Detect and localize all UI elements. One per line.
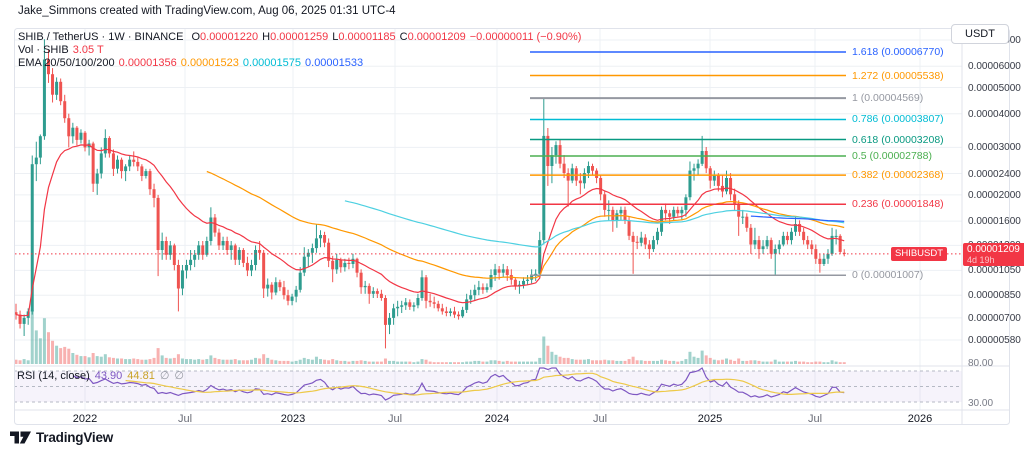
ema-label[interactable]: EMA 20/50/100/200 — [18, 57, 115, 69]
ohlc-low-value: 0.00001185 — [338, 31, 396, 43]
fib-level-label: 0.786 (0.00003807) — [852, 113, 944, 126]
chart-legend: SHIB / TetherUS · 1W · BINANCE O0.0000122… — [18, 31, 585, 70]
candles — [14, 39, 846, 349]
ema-200-line — [750, 215, 845, 222]
time-axis-tick: 2025 — [697, 413, 723, 425]
tradingview-logo-text: TradingView — [36, 430, 114, 445]
ema-20-line — [15, 144, 845, 317]
rsi-empty-icon: ∅ — [174, 370, 184, 382]
chart-frame — [14, 28, 1010, 425]
symbol-legend-row[interactable]: SHIB / TetherUS · 1W · BINANCE O0.0000122… — [18, 31, 585, 44]
price-axis-tick: 0.00002400 — [968, 168, 1021, 180]
last-price-value: 0.00001209 — [967, 244, 1020, 255]
ohlc-close-label: C — [399, 31, 408, 43]
ohlc-low-label: L — [332, 31, 339, 43]
price-axis-tick: 0.00000850 — [968, 290, 1021, 302]
rsi-ma-line — [125, 372, 845, 396]
time-axis-tick: Jul — [592, 413, 608, 425]
ohlc-close-value: 0.00001209 — [407, 31, 466, 43]
time-axis-tick: 2023 — [280, 413, 306, 425]
ohlc-open-value: 0.00001220 — [200, 31, 259, 43]
fib-level-label: 0 (0.00001007) — [852, 269, 924, 282]
volume-bars — [14, 310, 846, 364]
rsi-ma-value: 44.81 — [127, 370, 155, 382]
price-axis-tick: 0.00001050 — [968, 265, 1021, 277]
fib-level-label: 0.5 (0.00002788) — [852, 149, 932, 162]
rsi-axis-tick: 30.00 — [968, 398, 994, 409]
price-axis-tick: 0.00002000 — [968, 189, 1021, 201]
price-axis-tick: 0.00000580 — [968, 334, 1021, 346]
ema100-value: 0.00001575 — [242, 57, 302, 69]
volume-legend-row[interactable]: Vol · SHIB 3.05 T — [18, 44, 585, 57]
last-price-badge: 0.00001209 4d 19h — [963, 243, 1024, 266]
ema-50-line — [206, 170, 845, 279]
time-axis-tick: Jul — [807, 413, 823, 425]
change-value: −0.00000011 (−0.90%) — [469, 31, 582, 43]
rsi-empty-icon: ∅ — [159, 370, 170, 382]
fib-level-label: 0.618 (0.00003208) — [852, 133, 944, 146]
volume-value: 3.05 T — [72, 44, 104, 56]
currency-toggle-button[interactable]: USDT — [951, 24, 1009, 44]
time-axis-tick: 2026 — [907, 413, 933, 425]
ema-100-line — [344, 200, 845, 248]
tradingview-logo[interactable]: TradingView — [10, 430, 113, 445]
time-axis-tick: 2022 — [72, 413, 98, 425]
price-axis-tick: 0.00001600 — [968, 216, 1021, 228]
rsi-legend-row[interactable]: RSI (14, close) 43.90 44.81 ∅ ∅ — [17, 369, 189, 382]
price-axis-tick: 0.00004000 — [968, 108, 1021, 120]
snapshot-credit: Jake_Simmons created with TradingView.co… — [18, 5, 396, 17]
fib-level-label: 0.382 (0.00002368) — [852, 169, 944, 182]
rsi-label[interactable]: RSI (14, close) — [17, 370, 90, 382]
ohlc-open-label: O — [191, 31, 201, 43]
bar-countdown: 4d 19h — [967, 255, 995, 265]
ohlc-high-label: H — [262, 31, 271, 43]
fib-level-label: 0.236 (0.00001848) — [852, 198, 944, 211]
rsi-value: 43.90 — [94, 370, 123, 382]
time-axis-tick: Jul — [387, 413, 403, 425]
ema-legend-row[interactable]: EMA 20/50/100/200 0.00001356 0.00001523 0.0… — [18, 57, 585, 70]
price-axis-tick: 0.00003000 — [968, 142, 1021, 154]
price-axis-tick: 0.00000700 — [968, 312, 1021, 324]
ema20-value: 0.00001356 — [118, 57, 177, 69]
rsi-axis-tick: 80.00 — [968, 358, 994, 369]
time-axis-tick: Jul — [177, 413, 193, 425]
time-axis-tick: 2024 — [484, 413, 510, 425]
fib-level-label: 1.618 (0.00006770) — [852, 46, 944, 58]
price-line-symbol-badge: SHIBUSDT — [891, 247, 948, 261]
tradingview-logo-icon — [10, 431, 31, 444]
ohlc-high-value: 0.00001259 — [270, 31, 329, 43]
price-axis-tick: 0.00005000 — [968, 82, 1021, 94]
symbol-title[interactable]: SHIB / TetherUS · 1W · BINANCE — [18, 31, 184, 43]
price-axis-tick: 0.00006000 — [968, 61, 1021, 73]
rsi-line — [72, 367, 845, 401]
fib-level-label: 1.272 (0.00005538) — [852, 69, 944, 82]
volume-label[interactable]: Vol · SHIB — [18, 44, 69, 56]
fib-level-label: 1 (0.00004569) — [852, 92, 924, 105]
ema50-value: 0.00001523 — [180, 57, 239, 69]
ema200-value: 0.00001533 — [305, 57, 364, 69]
